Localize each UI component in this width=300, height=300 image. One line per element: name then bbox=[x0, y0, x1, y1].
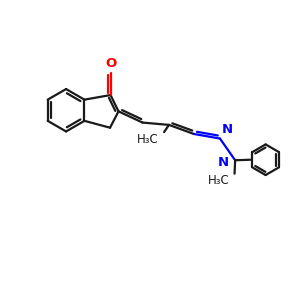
Text: N: N bbox=[222, 123, 233, 136]
Text: H₃C: H₃C bbox=[208, 174, 230, 187]
Text: O: O bbox=[105, 57, 116, 70]
Text: H₃C: H₃C bbox=[136, 133, 158, 146]
Text: N: N bbox=[218, 156, 229, 169]
